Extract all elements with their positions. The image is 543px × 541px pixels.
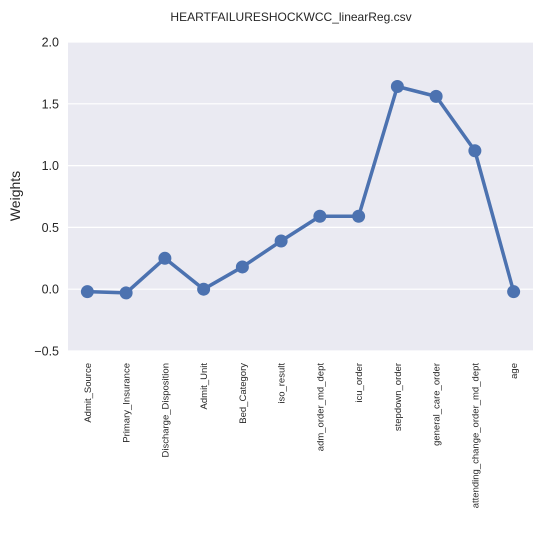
data-point — [352, 209, 366, 223]
x-tick-label: iso_result — [277, 363, 288, 404]
data-point — [158, 251, 172, 265]
data-point — [80, 285, 94, 299]
x-tick-label: Admit_Unit — [199, 363, 210, 410]
y-tick-label: 2.0 — [42, 36, 59, 50]
chart-title: HEARTFAILURESHOCKWCC_linearReg.csv — [170, 10, 411, 24]
y-tick-label: 0.5 — [42, 221, 59, 235]
grid-lines — [68, 41, 533, 352]
y-tick-label: 0.0 — [42, 283, 59, 297]
x-tick-label: icu_order — [354, 363, 365, 403]
y-tick-labels: 2.0 1.5 1.0 0.5 0.0 −0.5 — [34, 36, 59, 359]
y-axis-label: Weights — [7, 171, 23, 221]
data-point — [390, 79, 404, 93]
x-tick-label: Bed_Category — [238, 363, 249, 424]
data-point — [119, 286, 133, 300]
x-tick-label: attending_change_order_md_dept — [470, 363, 481, 509]
x-tick-label: general_care_order — [432, 363, 443, 446]
data-point — [197, 282, 211, 296]
x-tick-label: Primary_Insurance — [122, 363, 133, 443]
x-tick-label: age — [509, 363, 520, 379]
x-tick-labels: Admit_Source Primary_Insurance Discharge_D… — [83, 363, 520, 509]
series-line — [85, 84, 516, 295]
data-point — [313, 209, 327, 223]
data-point — [507, 285, 521, 299]
data-point — [429, 89, 443, 103]
data-point — [235, 260, 249, 274]
y-tick-label: 1.0 — [42, 159, 59, 173]
x-tick-label: Admit_Source — [83, 363, 94, 423]
data-point — [468, 144, 482, 158]
plot-background — [68, 42, 533, 351]
y-tick-label: 1.5 — [42, 97, 59, 111]
y-tick-label: −0.5 — [34, 345, 59, 359]
x-tick-label: stepdown_order — [393, 363, 404, 431]
x-tick-label: Discharge_Disposition — [160, 363, 171, 458]
data-point — [274, 234, 288, 248]
series-layer — [80, 79, 521, 300]
x-tick-label: adm_order_md_dept — [315, 363, 326, 452]
